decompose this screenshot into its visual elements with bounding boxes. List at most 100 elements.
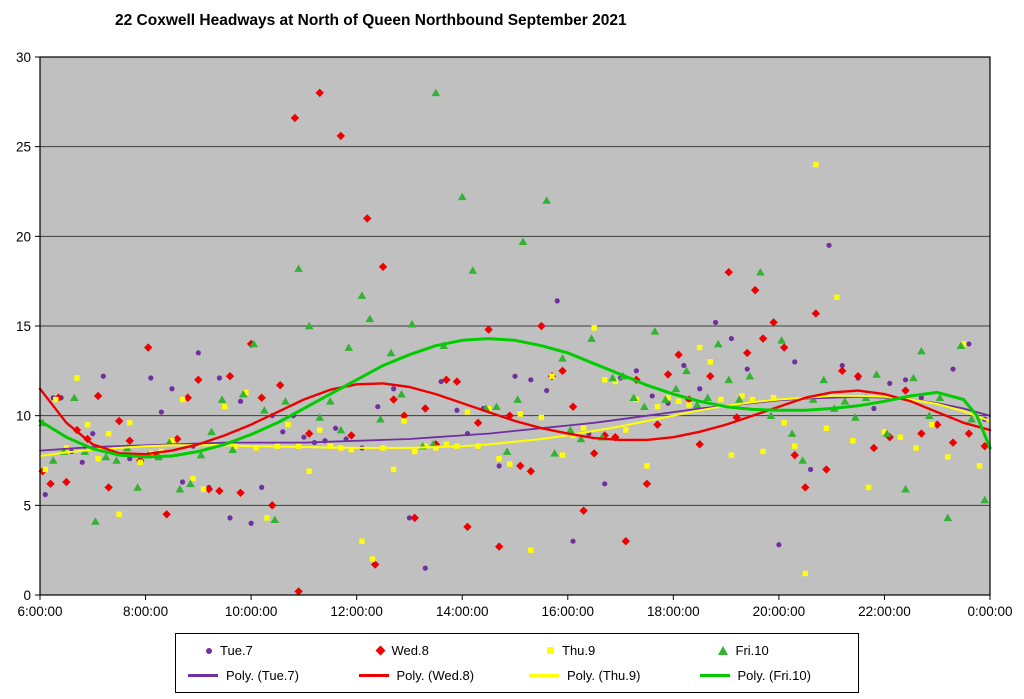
data-point-diamond xyxy=(516,461,525,471)
data-point-square xyxy=(929,421,935,428)
x-axis-label: 8:00:00 xyxy=(123,604,168,619)
data-point-square xyxy=(675,398,682,405)
data-point-triangle xyxy=(640,402,649,410)
x-axis-label: 10:00:00 xyxy=(225,604,278,619)
data-point-triangle xyxy=(692,400,702,409)
data-point-square xyxy=(728,452,735,458)
data-point-diamond xyxy=(62,477,71,487)
data-point-dot xyxy=(237,398,244,404)
trendline-swatch-icon xyxy=(188,673,218,677)
data-point-triangle xyxy=(840,397,850,405)
data-point-dot xyxy=(649,393,655,399)
data-point-diamond xyxy=(378,262,388,272)
data-point-square xyxy=(317,427,323,433)
data-point-triangle xyxy=(249,339,259,348)
data-point-dot xyxy=(744,366,750,372)
data-point-square xyxy=(612,378,618,385)
data-point-triangle xyxy=(566,425,575,434)
data-point-square xyxy=(834,294,840,301)
data-point-diamond xyxy=(933,420,942,429)
data-point-triangle xyxy=(513,395,522,403)
data-point-square xyxy=(644,463,650,469)
data-point-dot xyxy=(807,466,814,473)
data-point-square xyxy=(770,395,777,401)
data-point-diamond xyxy=(853,372,863,381)
x-axis-label: 16:00:00 xyxy=(541,604,594,619)
data-point-triangle xyxy=(661,395,670,403)
data-point-triangle xyxy=(713,339,723,348)
data-point-triangle xyxy=(608,373,617,382)
data-point-triangle xyxy=(967,415,976,423)
data-point-dot xyxy=(697,386,703,392)
data-point-square xyxy=(823,425,830,431)
legend-item-poly-fri-10: Poly. (Fri.10) xyxy=(688,668,859,683)
data-point-diamond xyxy=(822,465,831,474)
data-point-dot xyxy=(902,377,909,383)
data-point-diamond xyxy=(315,88,324,98)
data-point-diamond xyxy=(811,309,821,318)
data-point-triangle xyxy=(576,434,586,443)
data-point-diamond xyxy=(336,131,346,141)
legend-row: Tue.7 Wed.8 Thu.9 Fri.10 xyxy=(176,643,858,658)
data-point-square xyxy=(549,373,555,379)
data-point-dot xyxy=(248,520,254,526)
legend-label: Fri.10 xyxy=(735,643,769,659)
data-point-diamond xyxy=(173,434,182,444)
data-point-diamond xyxy=(399,411,409,420)
data-point-diamond xyxy=(257,393,266,402)
data-point-triangle xyxy=(798,456,807,464)
data-point-triangle xyxy=(550,449,559,457)
data-point-square xyxy=(327,443,333,449)
data-point-triangle xyxy=(703,393,712,402)
data-point-square xyxy=(897,434,903,440)
data-point-triangle xyxy=(777,336,786,344)
data-point-dot xyxy=(728,335,734,342)
data-point-dot xyxy=(438,378,444,385)
data-point-triangle xyxy=(281,397,290,405)
data-point-square xyxy=(591,325,597,331)
y-axis-label: 5 xyxy=(23,498,31,513)
legend-item-poly-thu-9: Poly. (Thu.9) xyxy=(517,668,688,683)
data-point-triangle xyxy=(851,413,860,421)
data-point-square xyxy=(95,456,101,462)
x-axis-label: 0:00:00 xyxy=(967,604,1012,619)
data-point-square xyxy=(802,570,808,577)
data-point-square xyxy=(580,425,587,431)
data-point-triangle xyxy=(386,348,396,357)
legend-label: Poly. (Tue.7) xyxy=(226,667,299,683)
data-point-square xyxy=(623,427,629,433)
data-point-diamond xyxy=(215,486,224,496)
data-point-square xyxy=(760,448,766,455)
data-point-diamond xyxy=(46,479,55,489)
data-point-triangle xyxy=(909,373,918,382)
data-point-diamond xyxy=(370,560,380,569)
data-point-square xyxy=(84,421,91,428)
legend-item-thu9: Thu.9 xyxy=(517,643,688,658)
data-point-diamond xyxy=(653,420,662,429)
data-point-dot xyxy=(918,395,924,401)
trendline-swatch-icon xyxy=(358,673,389,677)
diamond-marker-icon xyxy=(375,645,385,656)
data-point-diamond xyxy=(162,510,171,519)
legend-row: Poly. (Tue.7) Poly. (Wed.8) Poly. (Thu.9) P… xyxy=(176,668,858,683)
data-point-square xyxy=(243,389,249,396)
data-point-dot xyxy=(195,350,201,356)
data-point-triangle xyxy=(431,88,441,97)
y-axis-label: 20 xyxy=(16,229,31,244)
data-point-square xyxy=(127,420,133,426)
data-point-diamond xyxy=(801,483,810,492)
data-point-diamond xyxy=(114,416,124,426)
data-point-diamond xyxy=(225,372,235,381)
data-point-square xyxy=(654,404,661,410)
data-point-square xyxy=(865,484,872,491)
data-point-diamond xyxy=(642,479,652,489)
data-point-square xyxy=(401,418,407,424)
data-point-diamond xyxy=(183,393,192,402)
data-point-triangle xyxy=(745,372,755,380)
data-point-diamond xyxy=(275,380,285,390)
data-point-triangle xyxy=(294,264,303,272)
data-point-dot xyxy=(216,375,223,381)
data-point-square xyxy=(348,447,355,453)
